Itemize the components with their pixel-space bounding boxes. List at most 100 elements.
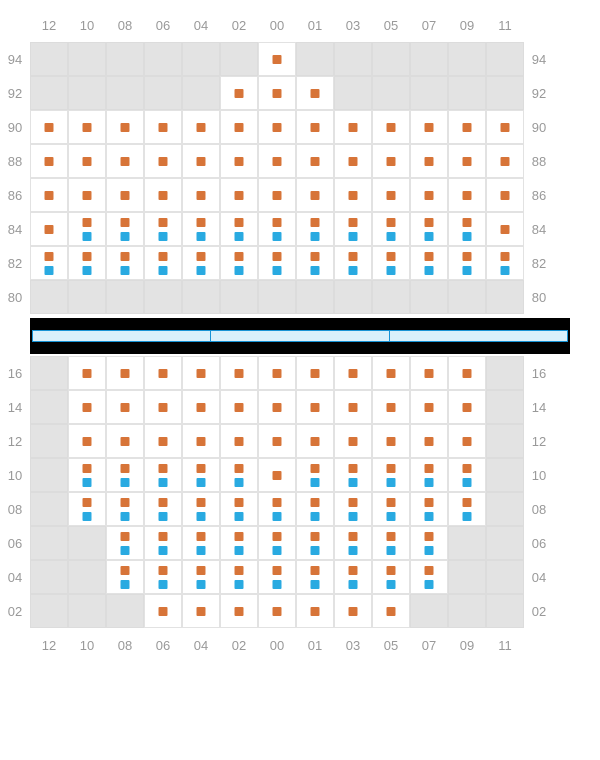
cell[interactable] — [448, 246, 486, 280]
cell[interactable] — [106, 560, 144, 594]
cell[interactable] — [144, 560, 182, 594]
cell[interactable] — [220, 390, 258, 424]
cell[interactable] — [296, 110, 334, 144]
cell[interactable] — [258, 560, 296, 594]
cell[interactable] — [68, 356, 106, 390]
cell[interactable] — [220, 560, 258, 594]
cell[interactable] — [220, 144, 258, 178]
cell[interactable] — [296, 458, 334, 492]
cell[interactable] — [144, 246, 182, 280]
cell[interactable] — [448, 424, 486, 458]
cell[interactable] — [296, 390, 334, 424]
cell[interactable] — [296, 526, 334, 560]
cell[interactable] — [372, 178, 410, 212]
cell[interactable] — [258, 526, 296, 560]
cell[interactable] — [144, 212, 182, 246]
cell[interactable] — [144, 356, 182, 390]
cell[interactable] — [258, 110, 296, 144]
cell[interactable] — [258, 178, 296, 212]
cell[interactable] — [296, 212, 334, 246]
cell[interactable] — [144, 178, 182, 212]
cell[interactable] — [106, 390, 144, 424]
cell[interactable] — [448, 390, 486, 424]
cell[interactable] — [106, 178, 144, 212]
cell[interactable] — [258, 212, 296, 246]
cell[interactable] — [68, 424, 106, 458]
cell[interactable] — [68, 390, 106, 424]
cell[interactable] — [182, 390, 220, 424]
cell[interactable] — [144, 144, 182, 178]
cell[interactable] — [410, 424, 448, 458]
cell[interactable] — [144, 526, 182, 560]
cell[interactable] — [296, 178, 334, 212]
cell[interactable] — [258, 246, 296, 280]
cell[interactable] — [334, 424, 372, 458]
cell[interactable] — [296, 356, 334, 390]
cell[interactable] — [486, 110, 524, 144]
cell[interactable] — [296, 76, 334, 110]
cell[interactable] — [372, 526, 410, 560]
cell[interactable] — [106, 458, 144, 492]
cell[interactable] — [448, 110, 486, 144]
cell[interactable] — [372, 212, 410, 246]
cell[interactable] — [334, 144, 372, 178]
cell[interactable] — [220, 356, 258, 390]
cell[interactable] — [334, 246, 372, 280]
cell[interactable] — [68, 212, 106, 246]
cell[interactable] — [106, 110, 144, 144]
cell[interactable] — [410, 458, 448, 492]
cell[interactable] — [182, 594, 220, 628]
cell[interactable] — [410, 390, 448, 424]
cell[interactable] — [220, 424, 258, 458]
cell[interactable] — [182, 424, 220, 458]
cell[interactable] — [182, 212, 220, 246]
cell[interactable] — [182, 560, 220, 594]
cell[interactable] — [448, 178, 486, 212]
cell[interactable] — [372, 246, 410, 280]
cell[interactable] — [410, 212, 448, 246]
cell[interactable] — [68, 458, 106, 492]
cell[interactable] — [372, 390, 410, 424]
cell[interactable] — [372, 356, 410, 390]
cell[interactable] — [372, 492, 410, 526]
cell[interactable] — [410, 356, 448, 390]
cell[interactable] — [334, 110, 372, 144]
cell[interactable] — [258, 144, 296, 178]
cell[interactable] — [220, 212, 258, 246]
cell[interactable] — [372, 560, 410, 594]
cell[interactable] — [258, 424, 296, 458]
cell[interactable] — [106, 526, 144, 560]
cell[interactable] — [448, 144, 486, 178]
cell[interactable] — [296, 144, 334, 178]
cell[interactable] — [334, 594, 372, 628]
cell[interactable] — [106, 246, 144, 280]
cell[interactable] — [182, 458, 220, 492]
cell[interactable] — [68, 246, 106, 280]
cell[interactable] — [220, 110, 258, 144]
cell[interactable] — [486, 144, 524, 178]
cell[interactable] — [258, 42, 296, 76]
cell[interactable] — [182, 246, 220, 280]
cell[interactable] — [448, 356, 486, 390]
cell[interactable] — [334, 178, 372, 212]
cell[interactable] — [144, 110, 182, 144]
cell[interactable] — [448, 492, 486, 526]
cell[interactable] — [220, 492, 258, 526]
cell[interactable] — [296, 560, 334, 594]
cell[interactable] — [486, 246, 524, 280]
cell[interactable] — [334, 560, 372, 594]
cell[interactable] — [258, 458, 296, 492]
cell[interactable] — [258, 76, 296, 110]
cell[interactable] — [68, 178, 106, 212]
cell[interactable] — [448, 458, 486, 492]
cell[interactable] — [220, 246, 258, 280]
cell[interactable] — [410, 178, 448, 212]
cell[interactable] — [30, 246, 68, 280]
cell[interactable] — [182, 492, 220, 526]
cell[interactable] — [68, 110, 106, 144]
cell[interactable] — [372, 594, 410, 628]
cell[interactable] — [182, 144, 220, 178]
cell[interactable] — [258, 356, 296, 390]
cell[interactable] — [296, 424, 334, 458]
cell[interactable] — [182, 110, 220, 144]
